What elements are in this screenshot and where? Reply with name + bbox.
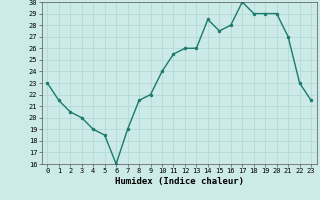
X-axis label: Humidex (Indice chaleur): Humidex (Indice chaleur) xyxy=(115,177,244,186)
